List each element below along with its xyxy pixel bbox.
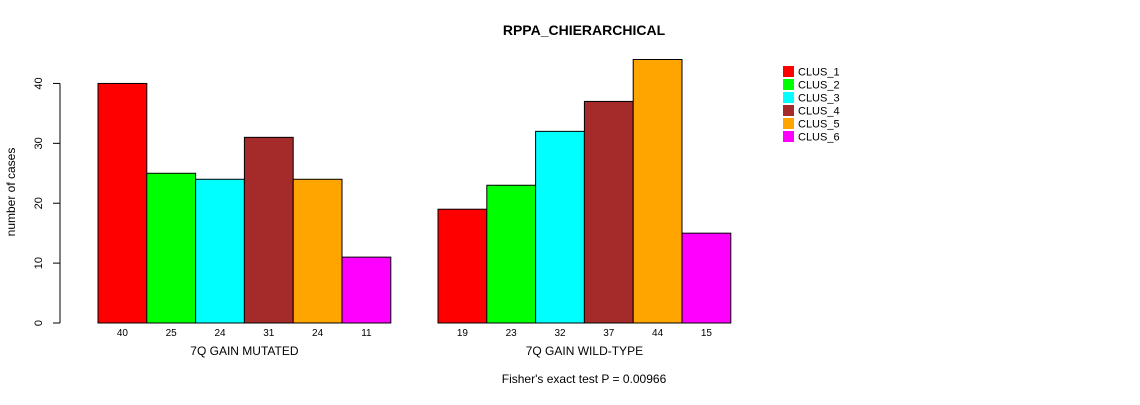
bar-value-label: 15 [701, 328, 713, 339]
group-label: 7Q GAIN MUTATED [190, 344, 299, 358]
bar [341, 256, 392, 324]
bar-value-label: 31 [263, 328, 275, 339]
group-label: 7Q GAIN WILD-TYPE [526, 344, 643, 358]
legend-swatch [783, 66, 794, 77]
y-tick-label: 40 [33, 77, 45, 89]
legend-label: CLUS_6 [798, 132, 840, 144]
legend-label: CLUS_4 [798, 106, 840, 118]
bar-value-label: 11 [361, 328, 372, 339]
bar-value-label: 24 [312, 328, 324, 339]
bar-value-label: 44 [652, 328, 664, 339]
y-tick-label: 0 [33, 320, 45, 326]
bar [486, 184, 537, 324]
legend-swatch [783, 92, 794, 103]
bar [583, 100, 634, 324]
fisher-test-footnote: Fisher's exact test P = 0.00966 [502, 372, 667, 386]
bar [681, 232, 732, 324]
chart-title: RPPA_CHIERARCHICAL [503, 22, 666, 38]
bar [535, 130, 585, 324]
bar [195, 178, 245, 324]
y-axis: 0 10 20 30 40 [33, 77, 61, 326]
y-axis-label: number of cases [4, 148, 18, 237]
bar [632, 58, 683, 324]
bar-value-label: 40 [117, 328, 129, 339]
bar [292, 178, 343, 324]
legend-swatch [783, 105, 794, 116]
legend-swatch [783, 131, 794, 142]
bar-value-label: 23 [506, 328, 518, 339]
bar-value-label: 32 [554, 328, 566, 339]
legend-label: CLUS_1 [798, 67, 840, 79]
bar-value-label: 37 [603, 328, 615, 339]
bar-value-label: 25 [166, 328, 178, 339]
bar [146, 172, 197, 324]
bar-value-label: 19 [457, 328, 469, 339]
bar [243, 136, 294, 324]
legend-swatch [783, 79, 794, 90]
bar [437, 208, 488, 324]
y-tick-label: 30 [33, 137, 45, 149]
value-labels: 40 25 24 31 24 11 19 23 32 37 44 15 [117, 328, 713, 339]
legend-label: CLUS_2 [798, 80, 840, 92]
y-tick-label: 20 [33, 197, 45, 209]
bar-value-label: 24 [214, 328, 226, 339]
bars [97, 58, 732, 324]
legend-swatch [783, 118, 794, 129]
bar [97, 82, 148, 324]
y-tick-label: 10 [33, 257, 45, 269]
legend-label: CLUS_3 [798, 93, 840, 105]
legend-label: CLUS_5 [798, 119, 840, 131]
group-labels: 7Q GAIN MUTATED 7Q GAIN WILD-TYPE [190, 344, 643, 358]
